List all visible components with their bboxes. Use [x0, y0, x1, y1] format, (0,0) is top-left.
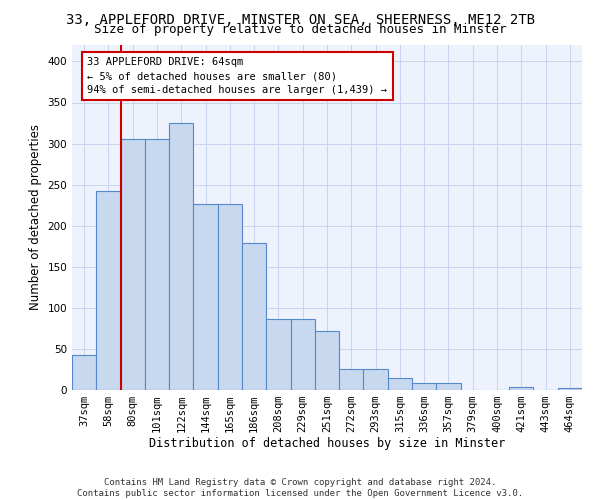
Text: 33, APPLEFORD DRIVE, MINSTER ON SEA, SHEERNESS, ME12 2TB: 33, APPLEFORD DRIVE, MINSTER ON SEA, SHE… [65, 12, 535, 26]
Bar [315, 331, 339, 390]
Text: Contains HM Land Registry data © Crown copyright and database right 2024.
Contai: Contains HM Land Registry data © Crown c… [77, 478, 523, 498]
Bar [412, 382, 436, 390]
Bar [266, 318, 290, 390]
Text: Size of property relative to detached houses in Minster: Size of property relative to detached ho… [94, 22, 506, 36]
Bar [96, 191, 121, 390]
Bar [121, 140, 145, 390]
Bar [218, 204, 242, 390]
Bar [436, 384, 461, 390]
X-axis label: Distribution of detached houses by size in Minster: Distribution of detached houses by size … [149, 436, 505, 450]
Bar [145, 140, 169, 390]
Bar [169, 123, 193, 390]
Bar [509, 386, 533, 390]
Bar [72, 354, 96, 390]
Bar [339, 370, 364, 390]
Bar [388, 378, 412, 390]
Bar [290, 318, 315, 390]
Y-axis label: Number of detached properties: Number of detached properties [29, 124, 42, 310]
Bar [193, 204, 218, 390]
Bar [242, 243, 266, 390]
Text: 33 APPLEFORD DRIVE: 64sqm
← 5% of detached houses are smaller (80)
94% of semi-d: 33 APPLEFORD DRIVE: 64sqm ← 5% of detach… [88, 57, 388, 95]
Bar [558, 388, 582, 390]
Bar [364, 370, 388, 390]
